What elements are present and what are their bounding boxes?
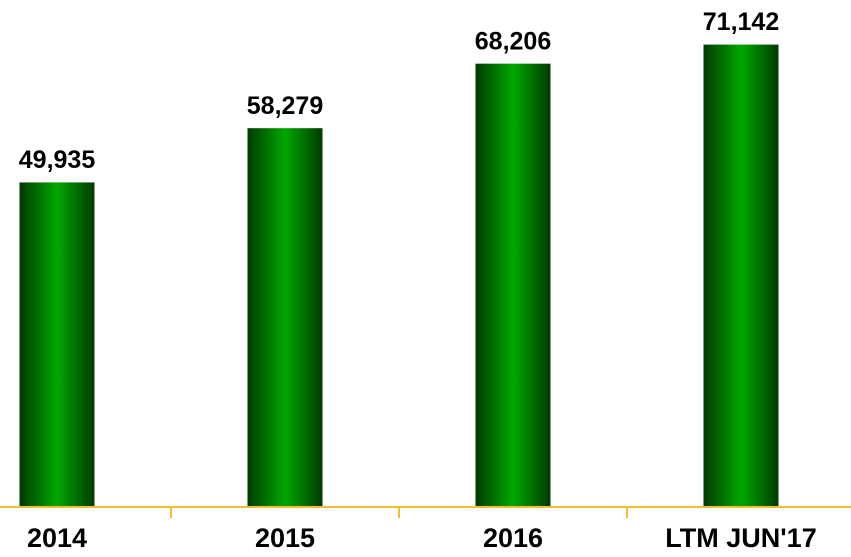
data-label: 71,142 <box>703 8 779 36</box>
data-label: 49,935 <box>19 146 96 174</box>
data-label: 68,206 <box>475 27 551 55</box>
bar <box>19 182 95 508</box>
bar <box>703 44 779 508</box>
x-tick-label: LTM JUN'17 <box>665 523 816 553</box>
x-tick-label: 2016 <box>483 523 543 553</box>
x-tick-label: 2014 <box>27 523 87 553</box>
bar <box>247 128 323 507</box>
x-tick-label: 2015 <box>255 523 315 553</box>
data-label: 58,279 <box>247 92 323 120</box>
bar <box>475 63 551 507</box>
